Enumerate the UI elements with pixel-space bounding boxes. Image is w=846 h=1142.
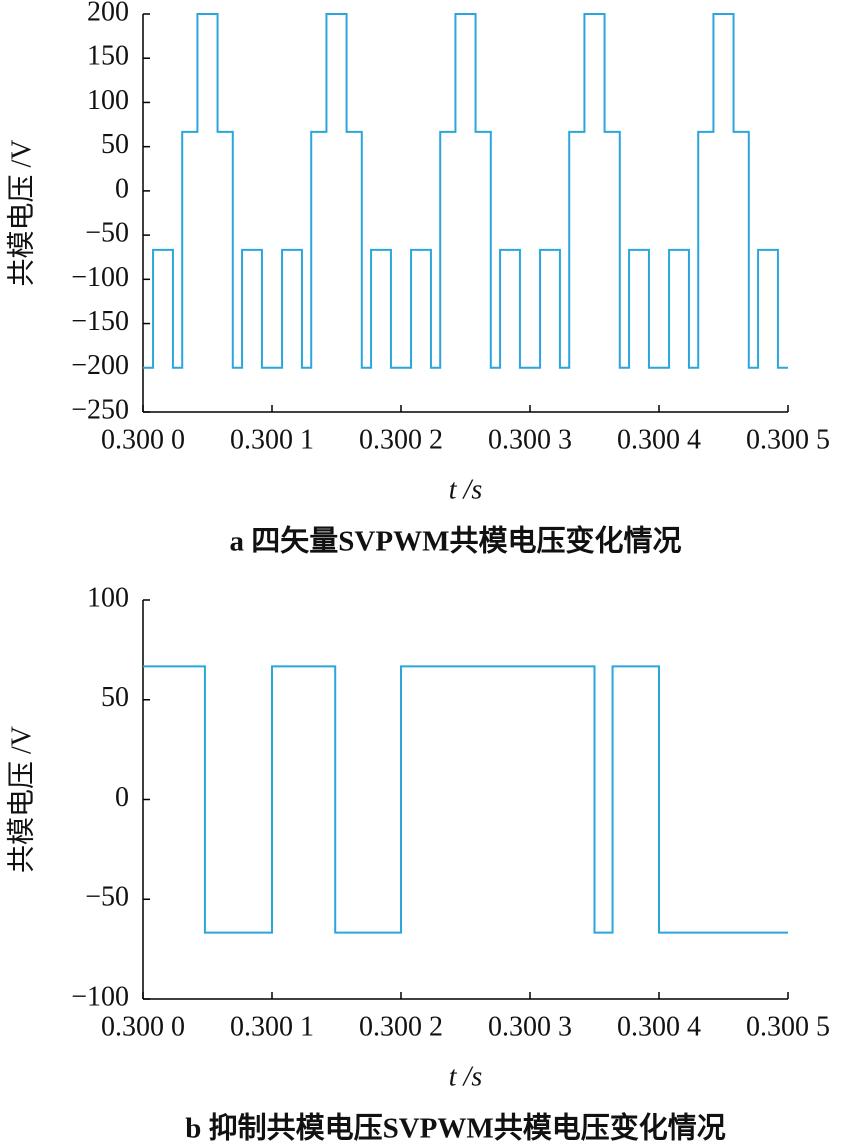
y-tick-label: −50 [85,882,129,913]
x-tick-label: 0.300 4 [617,424,701,455]
x-tick-label: 0.300 5 [746,1011,830,1042]
series-line [143,665,788,934]
y-tick-label: −100 [71,981,129,1012]
y-tick-label: −50 [85,218,129,249]
x-tick-label: 0.300 4 [617,1011,701,1042]
x-axis-label: t /s [449,474,483,505]
y-tick-label: −100 [71,262,129,293]
x-tick-label: 0.300 5 [746,424,830,455]
y-axis-label: 共模电压 /V [5,139,37,286]
x-tick-label: 0.300 1 [230,1011,314,1042]
y-tick-label: 100 [87,582,129,613]
y-tick-label: 200 [87,0,129,27]
y-tick-label: −150 [71,306,129,337]
y-tick-label: 0 [115,173,129,204]
y-tick-label: 50 [101,129,129,160]
y-tick-label: 0 [115,782,129,813]
x-tick-label: 0.300 1 [230,424,314,455]
chart-title: a 四矢量SVPWM共模电压变化情况 [230,524,682,558]
x-tick-label: 0.300 0 [101,1011,185,1042]
x-tick-label: 0.300 2 [359,424,443,455]
y-axis-label: 共模电压 /V [5,726,37,873]
x-tick-label: 0.300 3 [488,1011,572,1042]
x-axis-label: t /s [449,1061,483,1092]
chart-title: b 抑制共模电压SVPWM共模电压变化情况 [185,1111,726,1142]
y-tick-label: 100 [87,85,129,116]
y-tick-label: −250 [71,394,129,425]
x-tick-label: 0.300 0 [101,424,185,455]
y-tick-label: −200 [71,350,129,381]
x-tick-label: 0.300 2 [359,1011,443,1042]
x-tick-label: 0.300 3 [488,424,572,455]
y-tick-label: 150 [87,41,129,72]
y-tick-label: 50 [101,682,129,713]
series-line [143,13,788,369]
